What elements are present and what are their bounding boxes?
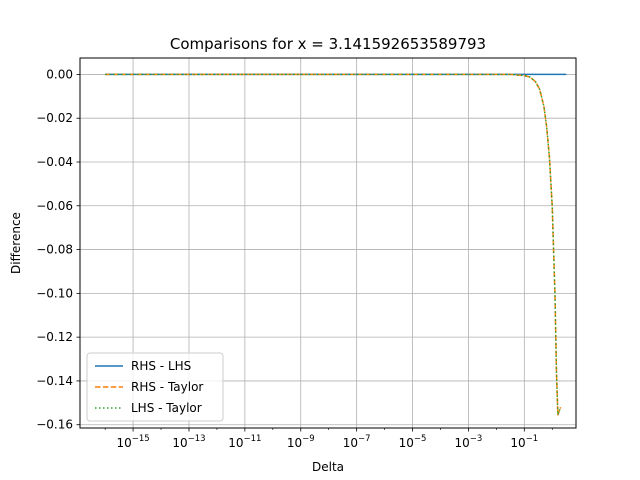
y-tick-label: −0.14 <box>36 374 73 388</box>
y-tick-label: −0.04 <box>36 155 73 169</box>
y-tick-label: −0.02 <box>36 111 73 125</box>
chart-title: Comparisons for x = 3.141592653589793 <box>170 35 486 53</box>
x-tick-label: 10−5 <box>399 434 427 450</box>
x-tick-label: 10−13 <box>172 434 205 450</box>
legend: RHS - LHS RHS - Taylor LHS - Taylor <box>86 352 224 422</box>
plot-series <box>105 73 567 416</box>
y-tick-label: −0.12 <box>36 330 73 344</box>
y-tick-label: −0.06 <box>36 199 73 213</box>
legend-label: RHS - LHS <box>131 359 191 373</box>
legend-box <box>86 352 224 422</box>
ticks: 10−15 10−13 10−11 10−9 10−7 10−5 10−3 10−1 0.00 −… <box>36 67 553 450</box>
x-tick-label: 10−1 <box>510 434 538 450</box>
x-tick-label: 10−3 <box>455 434 483 450</box>
y-tick-label: 0.00 <box>46 67 73 81</box>
x-tick-label: 10−9 <box>287 434 315 450</box>
y-tick-label: −0.08 <box>36 243 73 257</box>
y-axis-label: Difference <box>9 212 23 274</box>
legend-label: LHS - Taylor <box>131 401 202 415</box>
legend-label: RHS - Taylor <box>131 380 203 394</box>
plot-frame <box>79 57 577 429</box>
series-line-2 <box>105 73 562 416</box>
x-tick-label: 10−7 <box>343 434 371 450</box>
y-tick-label: −0.16 <box>36 418 73 432</box>
x-axis-label: Delta <box>312 460 344 474</box>
x-tick-label: 10−11 <box>228 434 261 450</box>
grid <box>80 58 576 428</box>
y-tick-label: −0.10 <box>36 286 73 300</box>
x-tick-label: 10−15 <box>116 434 149 450</box>
